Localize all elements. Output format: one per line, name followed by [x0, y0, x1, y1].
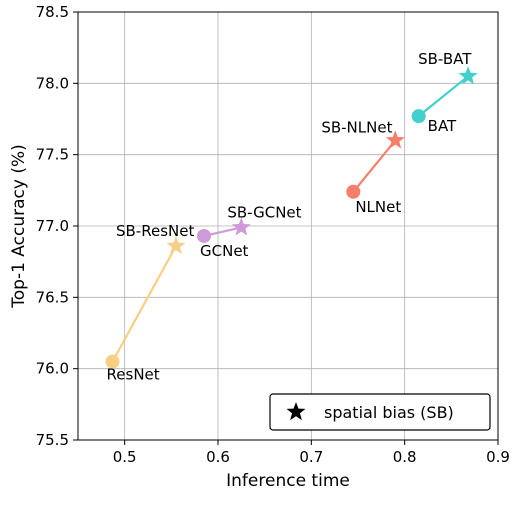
label-resnet-base: ResNet — [107, 366, 160, 384]
svg-text:0.5: 0.5 — [113, 448, 137, 466]
svg-text:78.0: 78.0 — [36, 74, 69, 92]
y-ticks: 75.5 76.0 76.5 77.0 77.5 78.0 78.5 — [36, 3, 78, 449]
label-bat-sb: SB-BAT — [418, 50, 472, 68]
marker-bat-base — [412, 109, 426, 123]
svg-text:76.5: 76.5 — [36, 288, 69, 306]
label-resnet-sb: SB-ResNet — [116, 222, 194, 240]
label-gcnet-sb: SB-GCNet — [227, 203, 301, 221]
svg-text:0.6: 0.6 — [206, 448, 230, 466]
x-axis-label: Inference time — [226, 471, 350, 491]
label-gcnet-base: GCNet — [200, 242, 249, 260]
legend: spatial bias (SB) — [270, 394, 490, 430]
svg-text:75.5: 75.5 — [36, 431, 69, 449]
x-ticks: 0.5 0.6 0.7 0.8 0.9 — [113, 440, 510, 466]
svg-text:78.5: 78.5 — [36, 3, 69, 21]
y-axis-label: Top-1 Accuracy (%) — [9, 144, 29, 308]
svg-text:0.9: 0.9 — [486, 448, 510, 466]
legend-label: spatial bias (SB) — [324, 403, 454, 422]
label-bat-base: BAT — [428, 117, 457, 135]
label-nlnet-sb: SB-NLNet — [321, 118, 392, 136]
svg-text:0.8: 0.8 — [393, 448, 417, 466]
svg-text:77.5: 77.5 — [36, 146, 69, 164]
label-nlnet-base: NLNet — [355, 198, 401, 216]
svg-text:76.0: 76.0 — [36, 360, 69, 378]
marker-gcnet-base — [197, 229, 211, 243]
chart-svg: 0.50.60.70.80.975.576.076.577.077.578.07… — [0, 0, 512, 508]
svg-text:0.7: 0.7 — [299, 448, 323, 466]
chart-container: 0.50.60.70.80.975.576.076.577.077.578.07… — [0, 0, 512, 508]
svg-text:77.0: 77.0 — [36, 217, 69, 235]
marker-nlnet-base — [346, 185, 360, 199]
